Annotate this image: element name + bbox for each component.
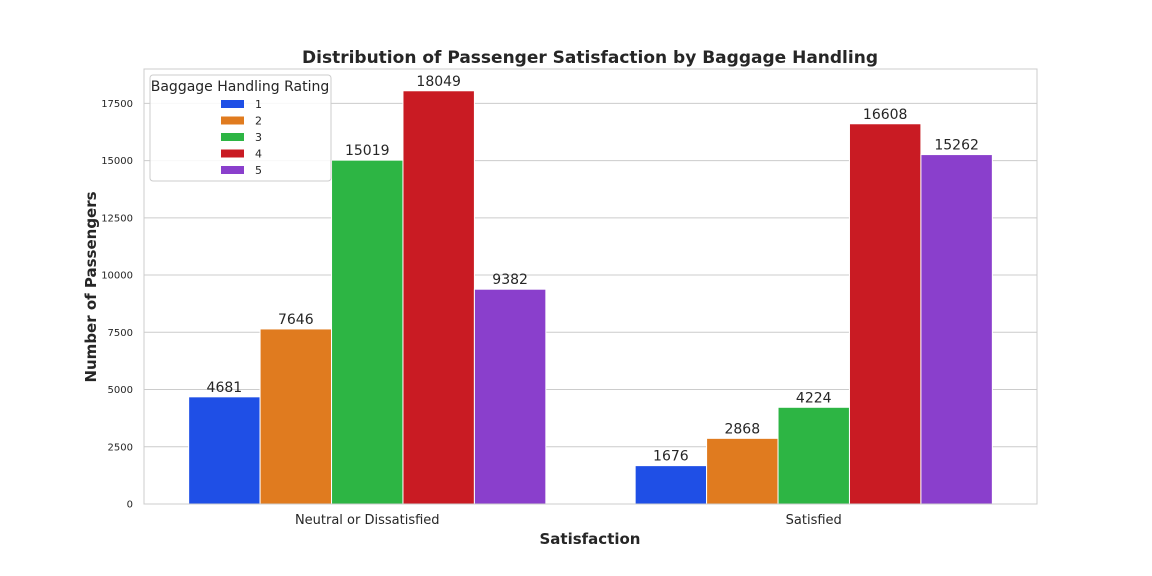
x-axis-title: Satisfaction [539,530,640,548]
bar-rating-4-satisfied [848,123,922,505]
legend-label-4: 4 [255,148,262,161]
bar-value-label: 15019 [345,143,390,159]
bar-rating-2-neutral-or-dissatisfied [259,328,333,505]
y-axis-title: Number of Passengers [82,191,100,382]
legend-swatch-1 [221,100,244,108]
chart-title: Distribution of Passenger Satisfaction b… [302,48,878,68]
legend-items: 1 2 3 4 5 [221,98,262,177]
x-category-labels: Neutral or Dissatisfied Satisfied [295,513,842,528]
bar-rating-4-neutral-or-dissatisfied [402,90,475,505]
x-category-label: Neutral or Dissatisfied [295,513,440,528]
bar-value-label: 4224 [796,390,832,406]
y-tick-label: 12500 [101,213,133,224]
bar-rating-3-satisfied [777,406,850,505]
legend-title: Baggage Handling Rating [151,79,329,95]
bar-rating-1-neutral-or-dissatisfied [188,396,261,505]
legend-label-2: 2 [255,115,262,128]
y-tick-label: 0 [127,500,133,511]
bar-value-label: 7646 [278,312,314,328]
bar-value-label: 2868 [724,421,760,437]
plot-frame [143,68,1038,505]
y-tick-label: 5000 [108,385,133,396]
y-tick-label: 17500 [101,99,133,110]
x-category-label: Satisfied [786,513,842,528]
legend-swatch-5 [221,166,244,174]
data-labels: 4681 7646 15019 18049 9382 1676 2868 4224 16608 1… [207,74,979,465]
legend: Baggage Handling Rating 1 2 3 4 5 [149,74,332,182]
bar-value-label: 4681 [207,380,243,396]
bar-value-label: 9382 [492,272,528,288]
bar-value-label: 16608 [863,107,908,123]
legend-label-3: 3 [255,131,262,144]
bar-value-label: 1676 [653,449,689,465]
legend-label-5: 5 [255,164,262,177]
bar-rating-5-satisfied [920,154,993,505]
y-tick-label: 2500 [108,442,133,453]
y-tick-label: 7500 [108,328,133,339]
legend-swatch-3 [221,133,244,141]
legend-swatch-4 [221,149,244,158]
y-tick-label: 15000 [101,156,133,167]
bar-value-label: 18049 [416,74,461,90]
legend-label-1: 1 [255,98,262,111]
bar-value-label: 15262 [934,138,979,154]
bar-rating-5-neutral-or-dissatisfied [473,288,547,505]
legend-box [149,74,332,182]
bar-rating-1-satisfied [634,465,708,505]
bar-rating-3-neutral-or-dissatisfied [331,159,404,505]
bar-rating-2-satisfied [706,437,779,505]
legend-swatch-2 [221,116,244,125]
y-tick-labels: 0 2500 5000 7500 10000 12500 15000 17500 [101,99,133,511]
y-tick-label: 10000 [101,271,133,282]
